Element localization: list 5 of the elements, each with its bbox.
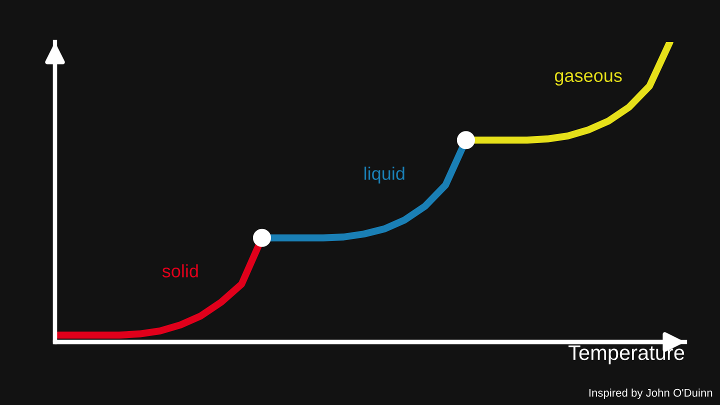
x-axis-title: Temperature xyxy=(568,346,684,364)
text: Inspired by John O'Duinn xyxy=(589,388,712,399)
series-label: gaseous xyxy=(554,72,622,86)
series-label: liquid xyxy=(364,166,404,184)
series-label: solid xyxy=(162,264,198,278)
